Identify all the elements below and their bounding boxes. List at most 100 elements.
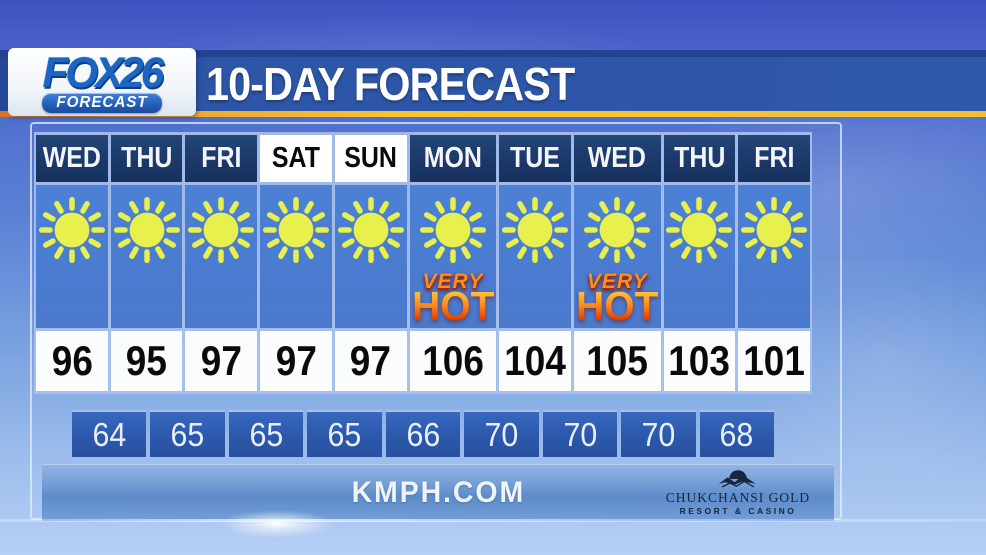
condition-cell bbox=[36, 185, 108, 328]
condition-cell bbox=[185, 185, 258, 328]
day-label: MON bbox=[409, 135, 497, 182]
forecast-grid: WED THU FRI SAT SUN MON TUE WED THU FRI bbox=[34, 132, 812, 394]
low-temp-value: 65 bbox=[249, 415, 283, 453]
high-temp-value: 96 bbox=[51, 337, 93, 384]
sun-icon bbox=[188, 197, 255, 263]
high-temp: 103 bbox=[663, 331, 736, 391]
sponsor-subtitle: RESORT & CASINO bbox=[679, 506, 797, 517]
sun-icon bbox=[584, 197, 651, 263]
low-temp: 65 bbox=[307, 410, 382, 457]
sun-icon bbox=[502, 197, 569, 263]
high-temp: 105 bbox=[573, 331, 661, 391]
sun-icon bbox=[113, 197, 180, 263]
sun-icon bbox=[337, 197, 404, 263]
low-temp: 70 bbox=[621, 410, 696, 457]
mountain-sun-icon bbox=[718, 470, 756, 488]
low-temp-value: 70 bbox=[641, 415, 676, 453]
footer-bar: KMPH.COM CHUKCHANSI GOLD RESORT & CASINO bbox=[42, 464, 834, 521]
high-temp: 97 bbox=[185, 331, 258, 391]
day-label: WED bbox=[36, 135, 108, 182]
high-temp: 96 bbox=[36, 331, 108, 391]
low-temp: 66 bbox=[385, 410, 461, 457]
day-label-text: WED bbox=[42, 142, 101, 174]
fox26-logo-text: FOX26 bbox=[42, 49, 165, 97]
station-url-text: KMPH.COM bbox=[351, 475, 525, 509]
sun-icon bbox=[741, 197, 808, 263]
high-temp-value: 106 bbox=[422, 337, 484, 384]
sun-icon bbox=[263, 197, 330, 263]
condition-cell bbox=[499, 185, 571, 328]
low-temp-value: 64 bbox=[92, 415, 127, 453]
very-hot-label: VERY HOT bbox=[410, 270, 497, 330]
low-temp: 65 bbox=[150, 410, 225, 457]
day-label: FRI bbox=[738, 135, 810, 182]
day-label: THU bbox=[110, 135, 183, 182]
low-temp-row: 64 65 65 65 66 70 70 70 68 bbox=[72, 410, 774, 457]
low-temp: 64 bbox=[72, 410, 147, 457]
low-temp-value: 65 bbox=[170, 415, 205, 453]
very-hot-line2: HOT bbox=[411, 283, 495, 330]
day-label-text: MON bbox=[423, 142, 483, 174]
high-temp: 106 bbox=[409, 331, 497, 391]
high-temp: 97 bbox=[334, 331, 407, 391]
very-hot-label: VERY HOT bbox=[574, 270, 661, 330]
low-temp: 70 bbox=[542, 410, 618, 457]
high-temp-value: 97 bbox=[350, 337, 392, 384]
day-label-text: THU bbox=[120, 142, 173, 174]
high-temp-value: 97 bbox=[275, 337, 317, 384]
high-temp: 95 bbox=[110, 331, 183, 391]
low-temp-value: 66 bbox=[406, 415, 440, 453]
day-label-text: FRI bbox=[201, 142, 242, 174]
low-temp-value: 70 bbox=[562, 415, 597, 453]
sponsor-name: CHUKCHANSI GOLD bbox=[665, 490, 811, 505]
condition-cell bbox=[260, 185, 332, 328]
condition-cell bbox=[334, 185, 407, 328]
bottom-highlight-line bbox=[0, 519, 986, 522]
low-temp: 70 bbox=[464, 410, 539, 457]
high-temp: 101 bbox=[738, 331, 810, 391]
day-label: TUE bbox=[499, 135, 571, 182]
sun-icon bbox=[38, 197, 105, 263]
day-label-text: FRI bbox=[754, 142, 795, 174]
condition-cell-very-hot: VERY HOT bbox=[409, 185, 497, 330]
forecast-panel: WED THU FRI SAT SUN MON TUE WED THU FRI bbox=[30, 122, 842, 521]
very-hot-line1: VERY bbox=[422, 270, 484, 294]
condition-cell bbox=[738, 185, 810, 328]
day-label-text: WED bbox=[588, 142, 647, 174]
high-temp-value: 104 bbox=[504, 337, 566, 384]
day-label: THU bbox=[663, 135, 736, 182]
day-label-weekend: SAT bbox=[260, 135, 332, 182]
high-temp-value: 105 bbox=[586, 337, 649, 384]
high-temp-value: 101 bbox=[743, 337, 805, 384]
high-temp: 104 bbox=[499, 331, 571, 391]
day-label-text: SAT bbox=[272, 142, 321, 174]
low-temp: 65 bbox=[228, 410, 304, 457]
station-url: KMPH.COM bbox=[42, 464, 834, 521]
day-label-text: THU bbox=[673, 142, 726, 174]
high-temp-value: 103 bbox=[668, 337, 731, 384]
high-temp-value: 95 bbox=[126, 337, 168, 384]
low-temp: 68 bbox=[699, 410, 774, 457]
very-hot-line1: VERY bbox=[586, 270, 648, 294]
page-title: 10-DAY FORECAST bbox=[206, 58, 575, 110]
forecast-banner: FORECAST bbox=[42, 93, 162, 113]
condition-cell-very-hot: VERY HOT bbox=[573, 185, 661, 330]
sun-icon bbox=[419, 197, 486, 263]
low-temp-value: 65 bbox=[327, 415, 362, 453]
high-temp: 97 bbox=[260, 331, 332, 391]
forecast-banner-label: FORECAST bbox=[56, 94, 148, 111]
condition-cell bbox=[663, 185, 736, 328]
high-temp-value: 97 bbox=[200, 337, 242, 384]
day-label-text: TUE bbox=[510, 142, 561, 174]
sun-icon bbox=[666, 197, 733, 263]
lens-flare bbox=[212, 508, 342, 540]
low-temp-value: 68 bbox=[719, 415, 754, 453]
fox26-forecast-logo: FOX26 FORECAST bbox=[8, 48, 196, 116]
day-label: WED bbox=[573, 135, 661, 182]
sponsor-logo: CHUKCHANSI GOLD RESORT & CASINO bbox=[650, 467, 826, 518]
header-accent-line bbox=[0, 111, 986, 117]
low-temp-value: 70 bbox=[484, 415, 519, 453]
condition-cell bbox=[110, 185, 183, 328]
very-hot-line2: HOT bbox=[576, 283, 659, 330]
